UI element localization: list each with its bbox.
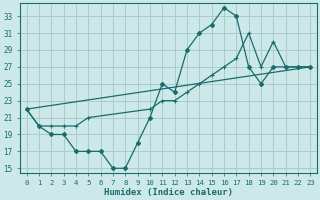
X-axis label: Humidex (Indice chaleur): Humidex (Indice chaleur) (104, 188, 233, 197)
